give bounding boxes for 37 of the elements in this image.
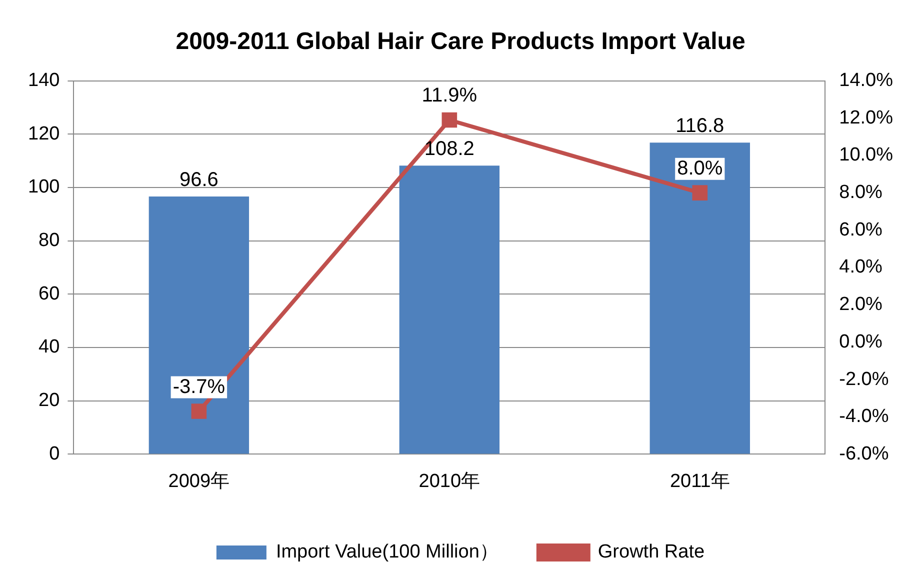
y2-tick-label: 6.0% [839, 219, 883, 240]
y2-tick-label: 2.0% [839, 294, 883, 316]
legend-label: Growth Rate [598, 542, 705, 563]
point [692, 185, 708, 200]
y-tick-label: 120 [28, 123, 60, 144]
y2-tick-label: 8.0% [839, 182, 883, 204]
y-tick-label: 20 [38, 390, 60, 412]
y2-tick-label: 12.0% [839, 107, 894, 128]
data-label: -3.7% [172, 376, 226, 398]
bar [650, 142, 750, 454]
data-label: 8.0% [677, 157, 723, 180]
chart-title: 2009-2011 Global Hair Care Products Import Value [176, 28, 746, 56]
y-tick-label: 0 [49, 443, 60, 464]
y-tick-label: 40 [38, 336, 60, 358]
y-tick-label: 60 [38, 283, 60, 304]
legend-label: Import Value(100 Million） [276, 542, 498, 563]
point [442, 112, 458, 128]
data-label: 108.2 [424, 138, 474, 160]
y2-tick-label: 14.0% [839, 70, 894, 92]
data-label: 116.8 [676, 115, 724, 138]
y-tick-label: 100 [28, 176, 60, 198]
y2-tick-label: -4.0% [839, 406, 889, 428]
x-tick-label: 2009年 [168, 470, 230, 492]
y2-tick-label: 4.0% [839, 256, 883, 278]
y-tick-label: 80 [38, 230, 60, 252]
x-tick-label: 2010年 [418, 470, 480, 492]
y2-tick-label: 0.0% [839, 331, 883, 352]
bar [148, 196, 250, 454]
data-label: 96.6 [179, 169, 218, 192]
bar [399, 166, 500, 454]
y2-tick-label: 10.0% [839, 144, 894, 166]
x-tick-label: 2011年 [670, 470, 730, 492]
y2-tick-label: -6.0% [839, 443, 889, 464]
y-tick-label: 140 [28, 70, 60, 92]
y2-tick-label: -2.0% [839, 368, 889, 390]
point [191, 404, 207, 419]
data-label: 11.9% [422, 84, 478, 107]
